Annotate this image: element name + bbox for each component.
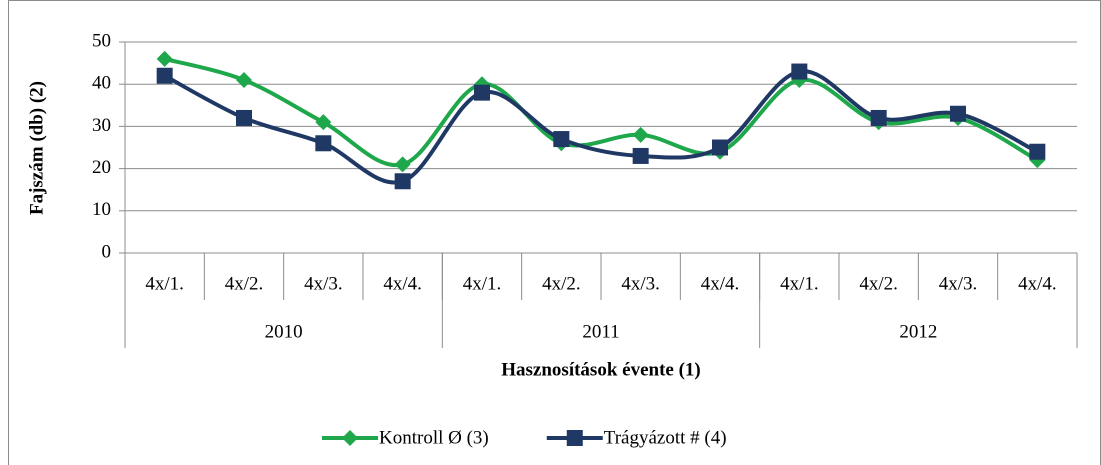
x-tick-label: 4x/1. bbox=[145, 273, 184, 294]
y-axis-title: Fajszám (db) (2) bbox=[26, 81, 47, 215]
data-point bbox=[870, 109, 887, 126]
x-tick-label: 4x/1. bbox=[780, 273, 819, 294]
data-point bbox=[1029, 143, 1046, 160]
x-tick-label: 4x/3. bbox=[939, 273, 978, 294]
x-tick-label: 4x/2. bbox=[859, 273, 898, 294]
x-tick-label: 4x/4. bbox=[1018, 273, 1057, 294]
data-point bbox=[342, 430, 358, 446]
group-label: 2010 bbox=[265, 321, 303, 342]
data-point bbox=[474, 84, 490, 101]
data-point bbox=[315, 135, 332, 152]
data-point bbox=[632, 147, 649, 164]
y-tick-label: 10 bbox=[92, 199, 111, 220]
group-label: 2011 bbox=[582, 321, 619, 342]
data-point bbox=[315, 114, 332, 131]
data-point bbox=[156, 67, 173, 84]
data-point bbox=[791, 63, 808, 80]
y-tick-label: 50 bbox=[92, 30, 111, 51]
x-tick-label: 4x/3. bbox=[304, 273, 343, 294]
data-point bbox=[156, 50, 173, 67]
x-tick-label: 4x/3. bbox=[621, 273, 660, 294]
y-tick-label: 20 bbox=[92, 157, 111, 178]
data-point bbox=[632, 126, 649, 143]
data-point bbox=[236, 71, 252, 88]
x-tick-label: 4x/1. bbox=[463, 273, 502, 294]
data-point bbox=[712, 139, 728, 156]
x-tick-label: 4x/4. bbox=[383, 273, 422, 294]
data-point bbox=[950, 105, 966, 122]
data-point bbox=[566, 430, 583, 446]
data-point bbox=[394, 173, 411, 190]
data-point bbox=[236, 109, 252, 126]
group-label: 2012 bbox=[899, 321, 937, 342]
y-tick-label: 30 bbox=[92, 115, 111, 136]
x-axis-title: Hasznosítások évente (1) bbox=[501, 359, 700, 380]
x-tick-label: 4x/2. bbox=[542, 273, 581, 294]
y-tick-label: 0 bbox=[102, 241, 112, 262]
legend-label: Kontroll Ø (3) bbox=[379, 427, 489, 448]
x-tick-label: 4x/4. bbox=[701, 273, 740, 294]
x-tick-label: 4x/2. bbox=[225, 273, 264, 294]
y-tick-label: 40 bbox=[92, 73, 111, 94]
data-point bbox=[394, 156, 411, 173]
chart-frame bbox=[8, 0, 1101, 465]
data-point bbox=[553, 131, 570, 148]
legend-label: Trágyázott # (4) bbox=[604, 427, 727, 448]
